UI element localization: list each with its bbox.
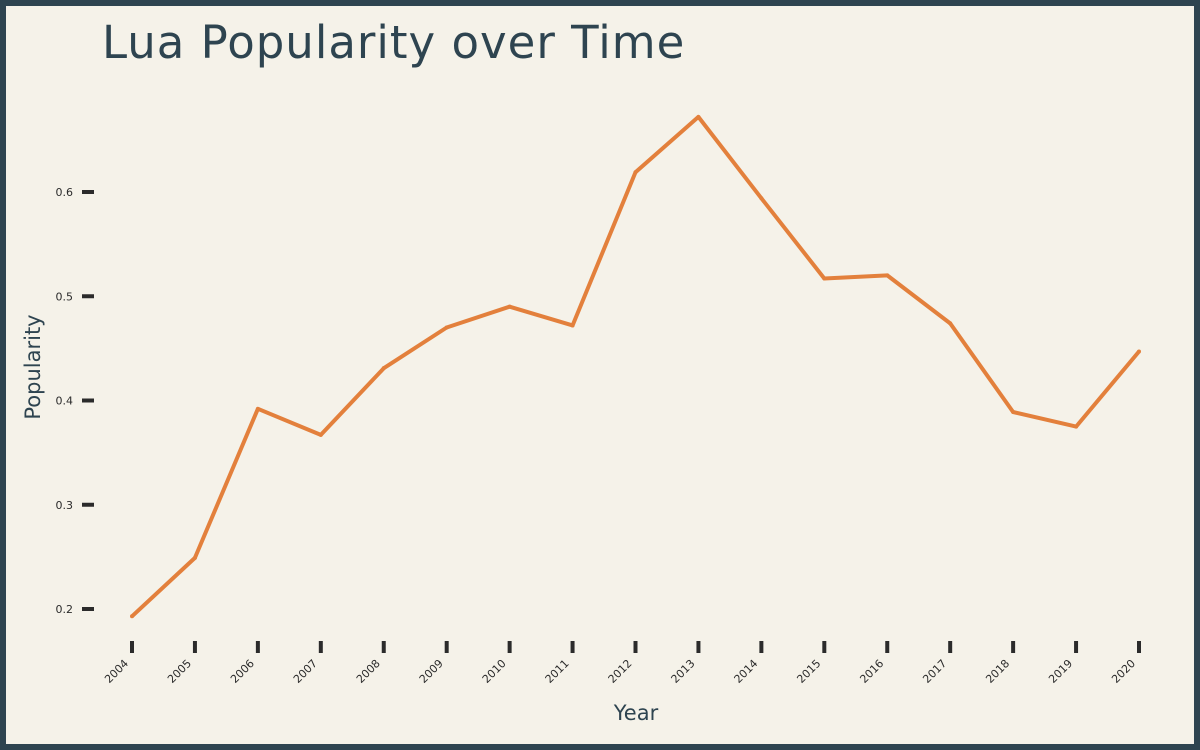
x-tick-label: 2008 [354, 657, 383, 686]
x-tick-label: 2019 [1046, 657, 1075, 686]
data-point [192, 555, 197, 560]
data-point [885, 273, 890, 278]
chart-title: Lua Popularity over Time [102, 16, 686, 69]
y-tick-label: 0.2 [56, 603, 74, 616]
x-tick-label: 2011 [543, 657, 572, 686]
x-tick-label: 2016 [857, 657, 886, 686]
x-tick-label: 2018 [983, 657, 1012, 686]
x-tick-label: 2012 [606, 657, 635, 686]
data-point [318, 432, 323, 437]
x-tick-label: 2006 [228, 657, 257, 686]
data-point [1011, 409, 1016, 414]
data-point [130, 614, 134, 619]
x-tick-label: 2014 [732, 657, 761, 686]
x-tick-label: 2009 [417, 657, 446, 686]
data-point [696, 114, 701, 119]
data-point [570, 323, 575, 328]
series-line [130, 114, 1141, 618]
data-point [822, 276, 827, 281]
x-axis: 2004 2005 2006 2007 2008 2009 2010 2011 2012 2013… [102, 641, 1141, 686]
x-tick-label: 2017 [920, 657, 949, 686]
series-layer [130, 114, 1141, 619]
y-axis: 0.2 0.3 0.4 0.5 0.6 [56, 186, 94, 616]
y-tick-label: 0.5 [56, 290, 74, 303]
x-tick-label: 2020 [1109, 657, 1138, 686]
data-point [759, 196, 764, 201]
data-point [507, 304, 512, 309]
data-point [948, 321, 953, 326]
x-tick-label: 2013 [669, 657, 698, 686]
data-point [633, 170, 638, 175]
y-tick-label: 0.4 [56, 395, 74, 408]
data-point [1074, 424, 1079, 429]
y-tick-label: 0.3 [56, 499, 74, 512]
x-tick-label: 2015 [794, 657, 823, 686]
data-point [381, 366, 386, 371]
x-tick-label: 2010 [480, 657, 509, 686]
y-axis-title: Popularity [21, 314, 45, 419]
data-point [1137, 349, 1141, 354]
x-tick-label: 2005 [165, 657, 194, 686]
data-point [255, 406, 260, 411]
x-axis-title: Year [613, 701, 659, 725]
y-tick-label: 0.6 [56, 186, 74, 199]
x-tick-label: 2004 [102, 657, 131, 686]
data-point [444, 325, 449, 330]
x-tick-label: 2007 [291, 657, 320, 686]
